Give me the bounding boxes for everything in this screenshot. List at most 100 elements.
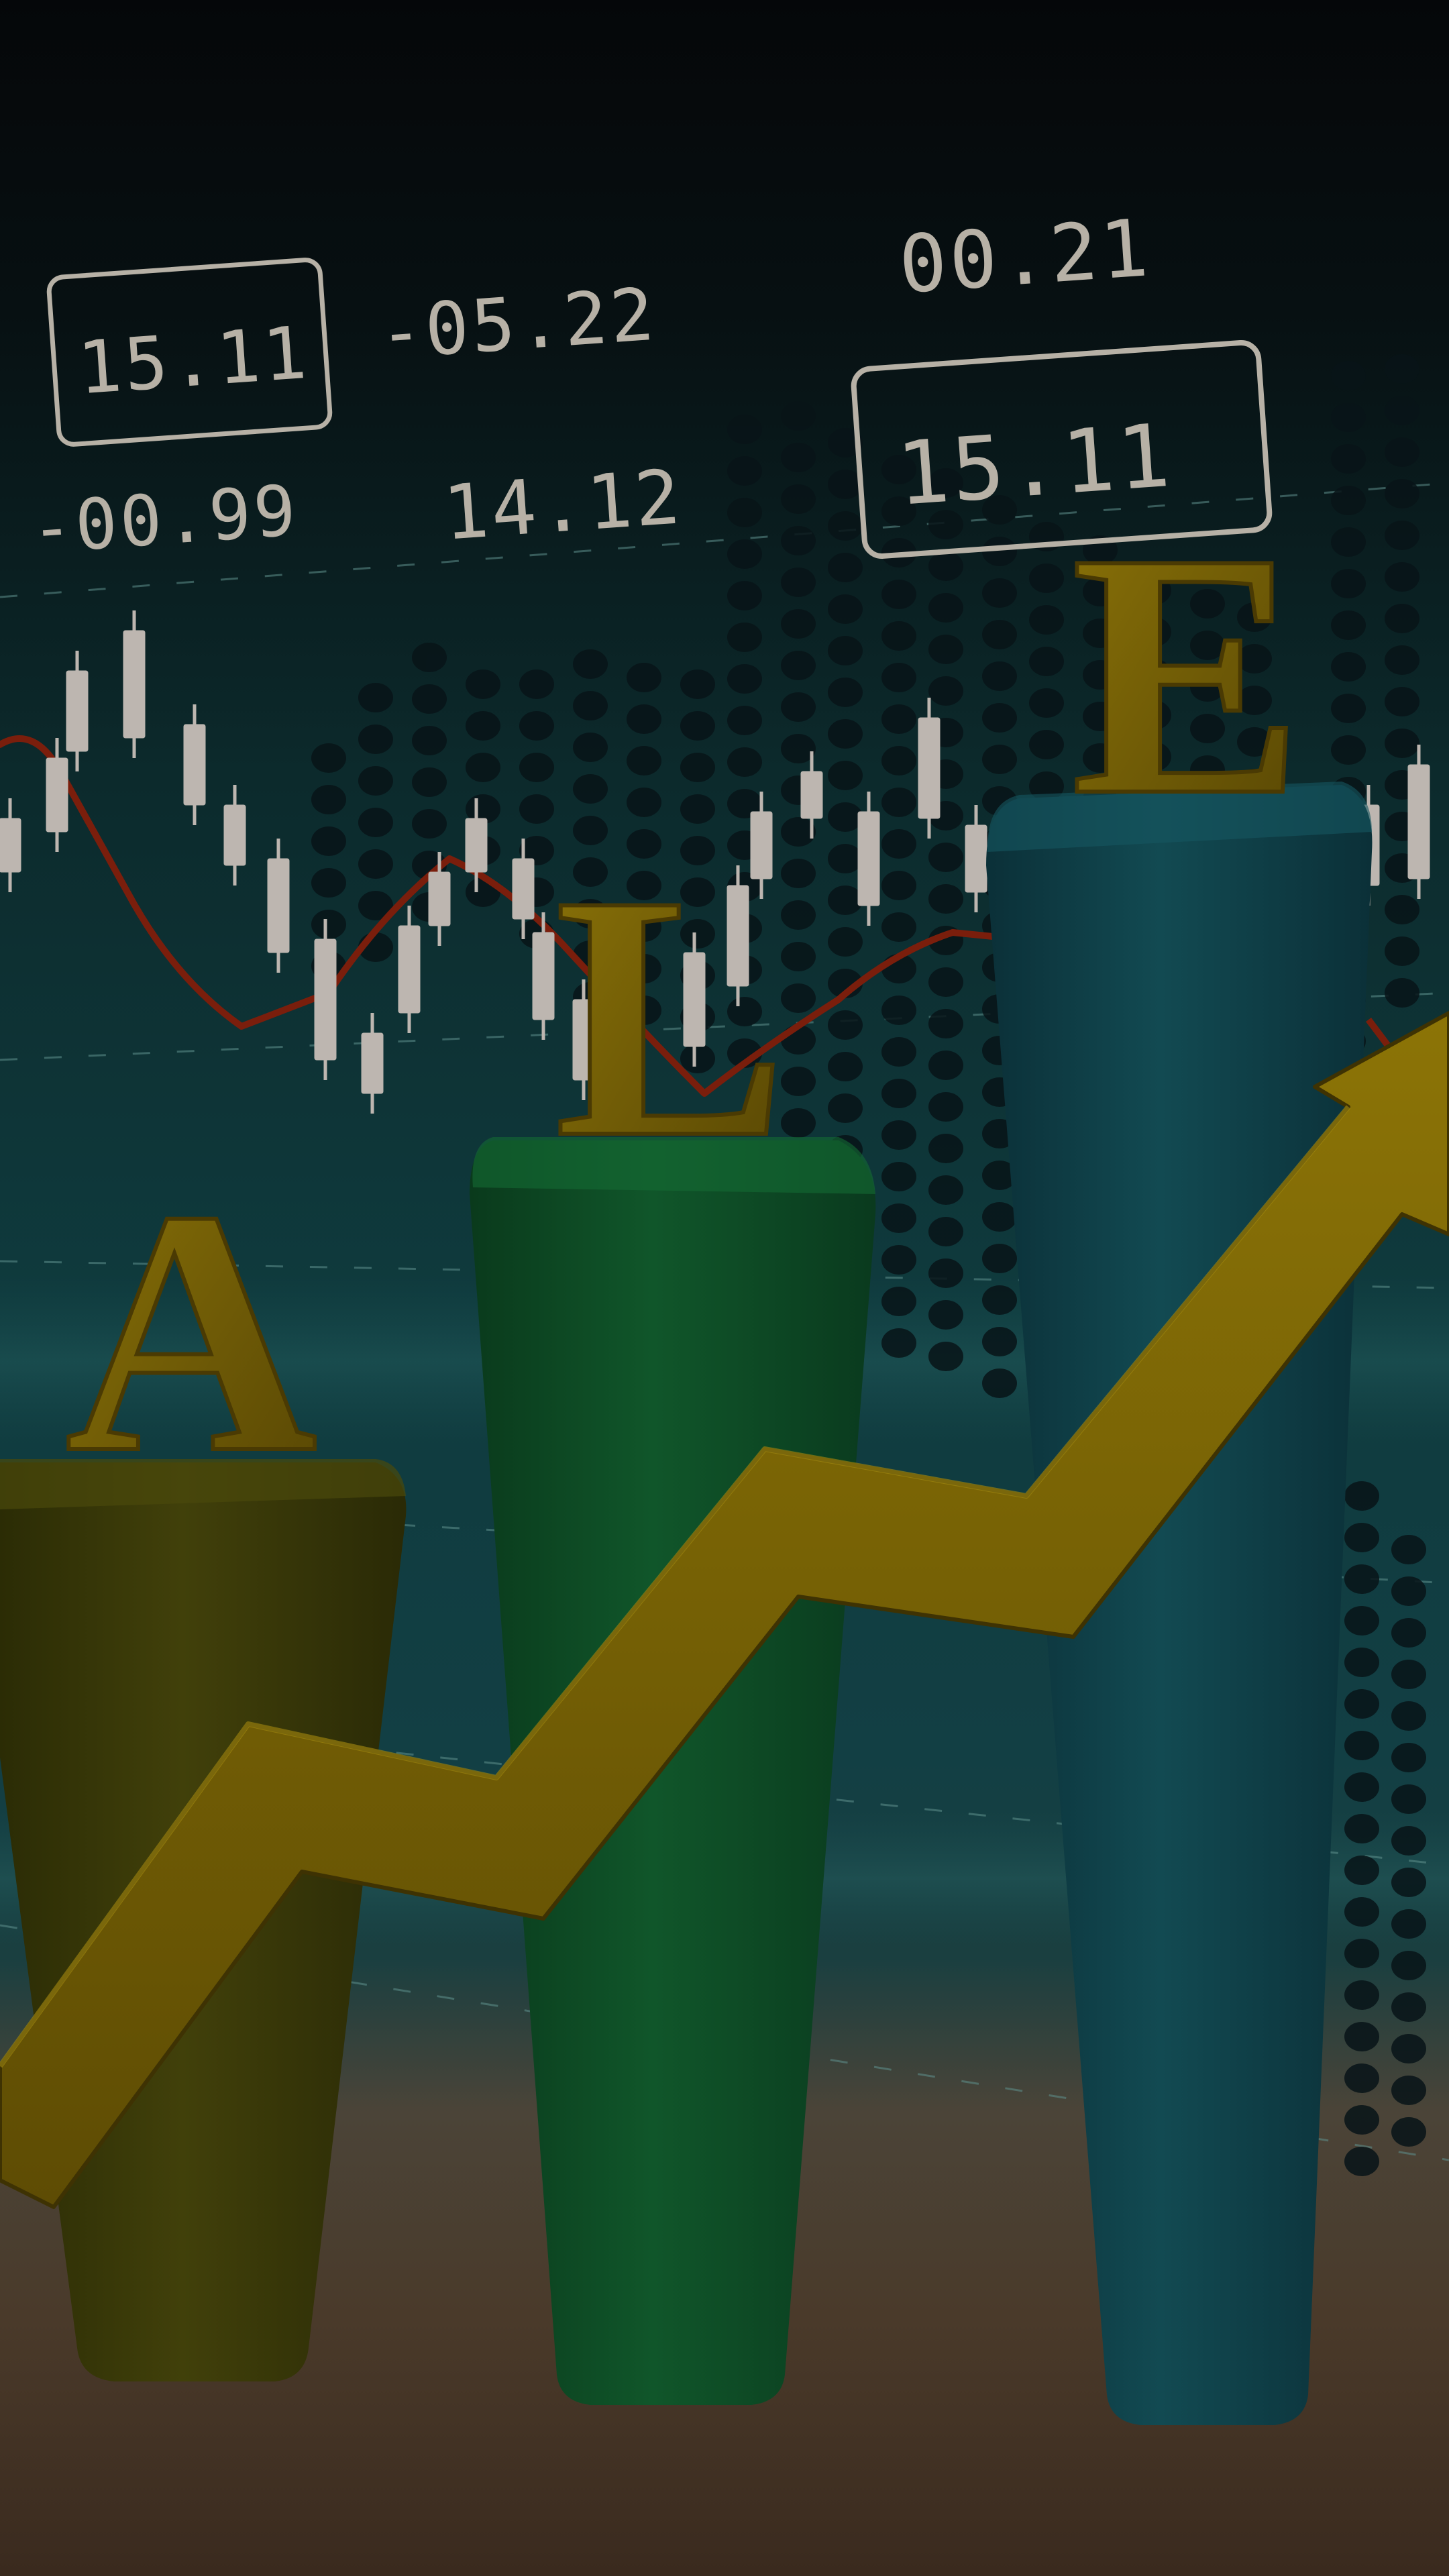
matrix-dot xyxy=(928,1051,963,1080)
matrix-dot xyxy=(1391,1743,1426,1772)
matrix-dot xyxy=(519,711,554,741)
matrix-dot xyxy=(1344,1939,1379,1968)
candle-body xyxy=(1407,764,1430,879)
matrix-dot xyxy=(982,1368,1017,1398)
matrix-dot xyxy=(627,663,661,692)
matrix-dot xyxy=(928,676,963,706)
matrix-dot xyxy=(1029,647,1064,676)
matrix-dot xyxy=(781,900,816,930)
matrix-dot xyxy=(680,836,715,865)
matrix-dot xyxy=(881,580,916,609)
dot-matrix-bars xyxy=(311,354,1426,2176)
matrix-dot xyxy=(928,1134,963,1163)
matrix-dot xyxy=(781,692,816,722)
matrix-dot xyxy=(828,470,863,499)
matrix-dot xyxy=(727,747,762,777)
matrix-dot xyxy=(680,794,715,824)
candle-body xyxy=(532,932,555,1020)
matrix-dot xyxy=(1331,402,1366,432)
matrix-dot xyxy=(928,1009,963,1038)
matrix-dot xyxy=(1391,1618,1426,1648)
matrix-dot xyxy=(881,663,916,692)
matrix-dot xyxy=(1136,659,1171,688)
matrix-dot xyxy=(828,1010,863,1040)
matrix-dot xyxy=(519,753,554,782)
candle-body xyxy=(314,938,337,1061)
matrix-dot xyxy=(828,761,863,790)
matrix-dot xyxy=(727,456,762,486)
matrix-dot xyxy=(311,743,346,773)
matrix-dot xyxy=(1331,361,1366,390)
candle-body xyxy=(361,1032,384,1094)
candle-body xyxy=(512,858,535,920)
matrix-dot xyxy=(982,495,1017,525)
matrix-dot xyxy=(982,578,1017,608)
ticker-value-2: -05.22 xyxy=(376,273,659,376)
candle-body xyxy=(183,724,206,806)
matrix-dot xyxy=(982,537,1017,566)
matrix-dot xyxy=(781,942,816,971)
matrix-dot xyxy=(1344,1606,1379,1635)
matrix-dot xyxy=(781,401,816,431)
candle-body xyxy=(398,925,421,1014)
ticker-value-5: -00.99 xyxy=(28,470,301,570)
matrix-dot xyxy=(1391,1784,1426,1814)
matrix-dot xyxy=(1344,2105,1379,2135)
matrix-dot xyxy=(881,704,916,734)
matrix-dot xyxy=(781,1067,816,1096)
matrix-dot xyxy=(781,568,816,597)
matrix-dot xyxy=(466,794,500,824)
ticker-board: 15.11 -05.22 00.21 15.11 -00.99 14.12 xyxy=(28,201,1273,570)
matrix-dot xyxy=(412,726,447,755)
matrix-dot xyxy=(1331,735,1366,765)
matrix-dot xyxy=(1391,1701,1426,1731)
matrix-dot xyxy=(781,526,816,555)
matrix-dot xyxy=(1344,2147,1379,2176)
matrix-dot xyxy=(1136,700,1171,730)
matrix-dot xyxy=(412,809,447,839)
matrix-dot xyxy=(1391,1951,1426,1980)
matrix-dot xyxy=(1136,742,1171,771)
matrix-dot xyxy=(828,511,863,541)
candle-body xyxy=(750,811,773,879)
matrix-dot xyxy=(680,669,715,699)
candle-body xyxy=(965,824,987,893)
matrix-dot xyxy=(1344,1980,1379,2010)
matrix-dot xyxy=(519,669,554,699)
matrix-dot xyxy=(1385,645,1419,675)
matrix-dot xyxy=(1237,602,1272,632)
ticker-value-4: 15.11 xyxy=(894,405,1176,525)
candle-body xyxy=(857,811,880,906)
matrix-dot xyxy=(982,1327,1017,1356)
matrix-dot xyxy=(412,643,447,672)
matrix-dot xyxy=(928,468,963,498)
matrix-dot xyxy=(680,919,715,949)
matrix-dot xyxy=(1344,2022,1379,2051)
matrix-dot xyxy=(1385,729,1419,758)
matrix-dot xyxy=(1385,354,1419,384)
matrix-dot xyxy=(412,684,447,714)
matrix-dot xyxy=(358,891,393,920)
matrix-dot xyxy=(982,1202,1017,1232)
matrix-dot xyxy=(519,836,554,865)
letter-a: A xyxy=(65,1139,317,1525)
candle-body xyxy=(123,630,146,739)
matrix-dot xyxy=(680,1044,715,1073)
matrix-dot xyxy=(727,789,762,818)
candle-body xyxy=(0,818,21,873)
ticker-box-1 xyxy=(46,258,333,447)
matrix-dot xyxy=(573,899,608,928)
matrix-dot xyxy=(1385,521,1419,550)
matrix-dot xyxy=(727,997,762,1026)
matrix-dot xyxy=(1344,1814,1379,1843)
matrix-dot xyxy=(1190,589,1225,619)
matrix-dot xyxy=(781,609,816,639)
matrix-dot xyxy=(828,885,863,915)
matrix-dot xyxy=(881,996,916,1025)
matrix-dot xyxy=(881,746,916,775)
matrix-dot xyxy=(928,1258,963,1288)
matrix-dot xyxy=(1331,694,1366,723)
matrix-dot xyxy=(627,788,661,817)
matrix-dot xyxy=(1083,702,1118,731)
